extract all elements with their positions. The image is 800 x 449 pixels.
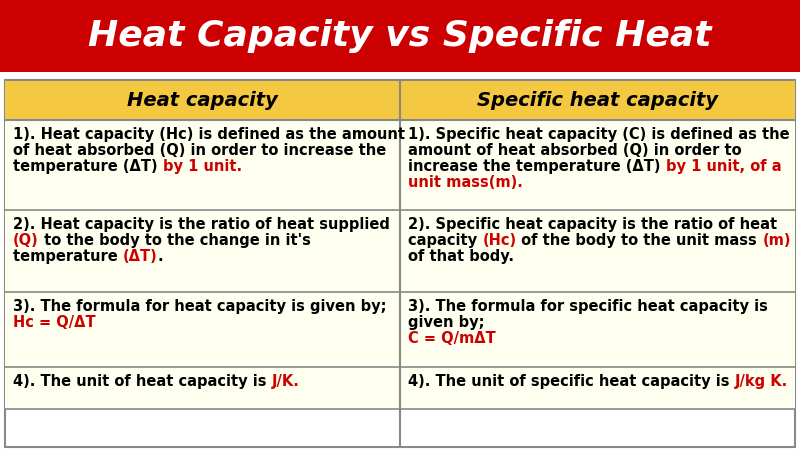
Text: amount of heat absorbed (Q) in order to: amount of heat absorbed (Q) in order to bbox=[408, 143, 742, 158]
Text: 2). Heat capacity is the ratio of heat supplied: 2). Heat capacity is the ratio of heat s… bbox=[13, 217, 390, 232]
Bar bbox=[5, 80, 795, 447]
Text: of heat absorbed (Q) in order to increase the: of heat absorbed (Q) in order to increas… bbox=[13, 143, 386, 158]
Text: increase the temperature (ΔT): increase the temperature (ΔT) bbox=[408, 159, 666, 174]
Text: (ΔT): (ΔT) bbox=[123, 249, 158, 264]
Text: Heat capacity: Heat capacity bbox=[127, 91, 278, 110]
Bar bbox=[400, 120, 795, 210]
Text: temperature (ΔT): temperature (ΔT) bbox=[13, 159, 162, 174]
Text: to the body to the change in it's: to the body to the change in it's bbox=[38, 233, 310, 248]
Text: J/kg K.: J/kg K. bbox=[734, 374, 788, 389]
Text: Hc = Q/ΔT: Hc = Q/ΔT bbox=[13, 315, 96, 330]
Text: by 1 unit.: by 1 unit. bbox=[162, 159, 242, 174]
Text: of that body.: of that body. bbox=[408, 249, 514, 264]
Bar bbox=[5, 80, 795, 120]
Text: 2). Specific heat capacity is the ratio of heat: 2). Specific heat capacity is the ratio … bbox=[408, 217, 777, 232]
Text: given by;: given by; bbox=[408, 315, 485, 330]
Text: of the body to the unit mass: of the body to the unit mass bbox=[516, 233, 762, 248]
Bar bbox=[5, 120, 400, 210]
Text: (Hc): (Hc) bbox=[482, 233, 516, 248]
Bar bbox=[0, 0, 800, 72]
Bar bbox=[400, 367, 795, 409]
Text: J/K.: J/K. bbox=[272, 374, 299, 389]
Bar bbox=[5, 292, 400, 367]
Text: unit mass(m).: unit mass(m). bbox=[408, 175, 523, 190]
Text: C = Q/mΔT: C = Q/mΔT bbox=[408, 331, 496, 346]
Text: temperature: temperature bbox=[13, 249, 123, 264]
Bar bbox=[5, 210, 400, 292]
Bar bbox=[5, 367, 400, 409]
Text: Specific heat capacity: Specific heat capacity bbox=[477, 91, 718, 110]
Bar bbox=[400, 292, 795, 367]
Text: capacity: capacity bbox=[408, 233, 482, 248]
Text: Heat Capacity vs Specific Heat: Heat Capacity vs Specific Heat bbox=[88, 19, 712, 53]
Text: 4). The unit of heat capacity is: 4). The unit of heat capacity is bbox=[13, 374, 272, 389]
Text: 4). The unit of specific heat capacity is: 4). The unit of specific heat capacity i… bbox=[408, 374, 734, 389]
Bar bbox=[400, 210, 795, 292]
Text: 3). The formula for heat capacity is given by;: 3). The formula for heat capacity is giv… bbox=[13, 299, 386, 314]
Text: by 1 unit, of a: by 1 unit, of a bbox=[666, 159, 782, 174]
Text: .: . bbox=[158, 249, 163, 264]
Text: (m): (m) bbox=[762, 233, 790, 248]
Text: 3). The formula for specific heat capacity is: 3). The formula for specific heat capaci… bbox=[408, 299, 768, 314]
Text: (Q): (Q) bbox=[13, 233, 38, 248]
Text: 1). Heat capacity (Hc) is defined as the amount: 1). Heat capacity (Hc) is defined as the… bbox=[13, 127, 405, 142]
Text: 1). Specific heat capacity (C) is defined as the: 1). Specific heat capacity (C) is define… bbox=[408, 127, 790, 142]
